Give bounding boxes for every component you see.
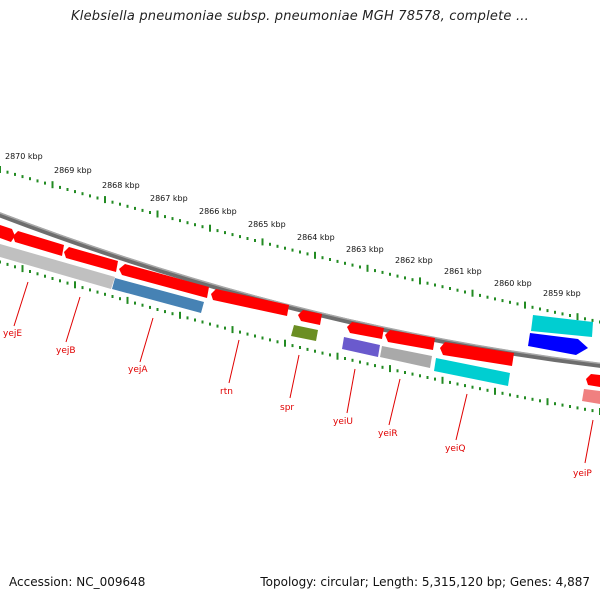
gene-leader-line: [584, 419, 594, 464]
scale-label-kbp: 2859 kbp: [543, 289, 581, 298]
feature-block[interactable]: [531, 315, 593, 337]
gene-label-yeiR[interactable]: yeiR: [378, 429, 398, 439]
cds-arrow[interactable]: [211, 289, 289, 316]
accession-label: Accession: NC_009648: [9, 575, 146, 589]
cds-arrow[interactable]: [13, 231, 64, 256]
gene-label-yeiU[interactable]: yeiU: [333, 417, 353, 427]
feature-block[interactable]: [528, 333, 588, 355]
cds-arrow[interactable]: [64, 247, 118, 272]
gene-leader-line: [228, 339, 240, 384]
scale-label-kbp: 2860 kbp: [494, 279, 532, 288]
gene-leader-line: [139, 317, 154, 363]
gene-label-yeiP[interactable]: yeiP: [573, 469, 592, 479]
gene-label-layer: yejE yejB yejA rtn spr yeiU yeiR yeiQ yeiP: [3, 281, 594, 479]
cds-arrow[interactable]: [298, 310, 322, 325]
gene-label-yejE[interactable]: yejE: [3, 329, 22, 339]
scale-label-kbp: 2863 kbp: [346, 245, 384, 254]
cds-arrow[interactable]: [586, 374, 600, 387]
inner-scale-ring: [0, 260, 600, 415]
cds-arrow[interactable]: [347, 322, 384, 339]
genome-summary: Topology: circular; Length: 5,315,120 bp…: [260, 575, 590, 589]
cds-arrow[interactable]: [440, 342, 514, 366]
scale-label-kbp: 2865 kbp: [248, 220, 286, 229]
scale-label-kbp: 2866 kbp: [199, 207, 237, 216]
cds-track: [0, 225, 600, 387]
gene-label-yejB[interactable]: yejB: [56, 346, 76, 356]
gene-leader-line: [13, 281, 29, 327]
feature-block[interactable]: [380, 346, 432, 368]
gene-label-yeiQ[interactable]: yeiQ: [445, 444, 465, 454]
gene-label-rtn[interactable]: rtn: [220, 387, 233, 397]
scale-label-kbp: 2867 kbp: [150, 194, 188, 203]
genome-backbone: [0, 212, 600, 368]
cds-arrow[interactable]: [385, 330, 435, 350]
gene-label-spr[interactable]: spr: [280, 403, 294, 413]
feature-block[interactable]: [434, 358, 510, 386]
feature-block[interactable]: [342, 337, 380, 357]
feature-block[interactable]: [582, 389, 600, 404]
gene-leader-line: [65, 296, 81, 343]
gene-leader-line: [289, 354, 300, 399]
feature-block[interactable]: [0, 244, 115, 289]
scale-label-kbp: 2868 kbp: [102, 181, 140, 190]
scale-label-kbp: 2861 kbp: [444, 267, 482, 276]
feature-block[interactable]: [291, 325, 318, 341]
map-title: Klebsiella pneumoniae subsp. pneumoniae …: [71, 9, 529, 24]
scale-label-kbp: 2864 kbp: [297, 233, 335, 242]
cds-arrow[interactable]: [119, 264, 209, 298]
cds-arrow[interactable]: [0, 225, 15, 242]
scale-label-kbp: 2862 kbp: [395, 256, 433, 265]
scale-label-kbp: 2869 kbp: [54, 166, 92, 175]
outer-scale-ring: [0, 166, 600, 324]
gene-leader-line: [388, 378, 401, 426]
feature-track-2: [0, 244, 600, 404]
gene-leader-line: [346, 368, 356, 414]
scale-label-kbp: 2870 kbp: [5, 152, 43, 161]
gene-leader-line: [455, 393, 468, 441]
gene-label-yejA[interactable]: yejA: [128, 365, 148, 375]
feature-block[interactable]: [112, 278, 204, 313]
